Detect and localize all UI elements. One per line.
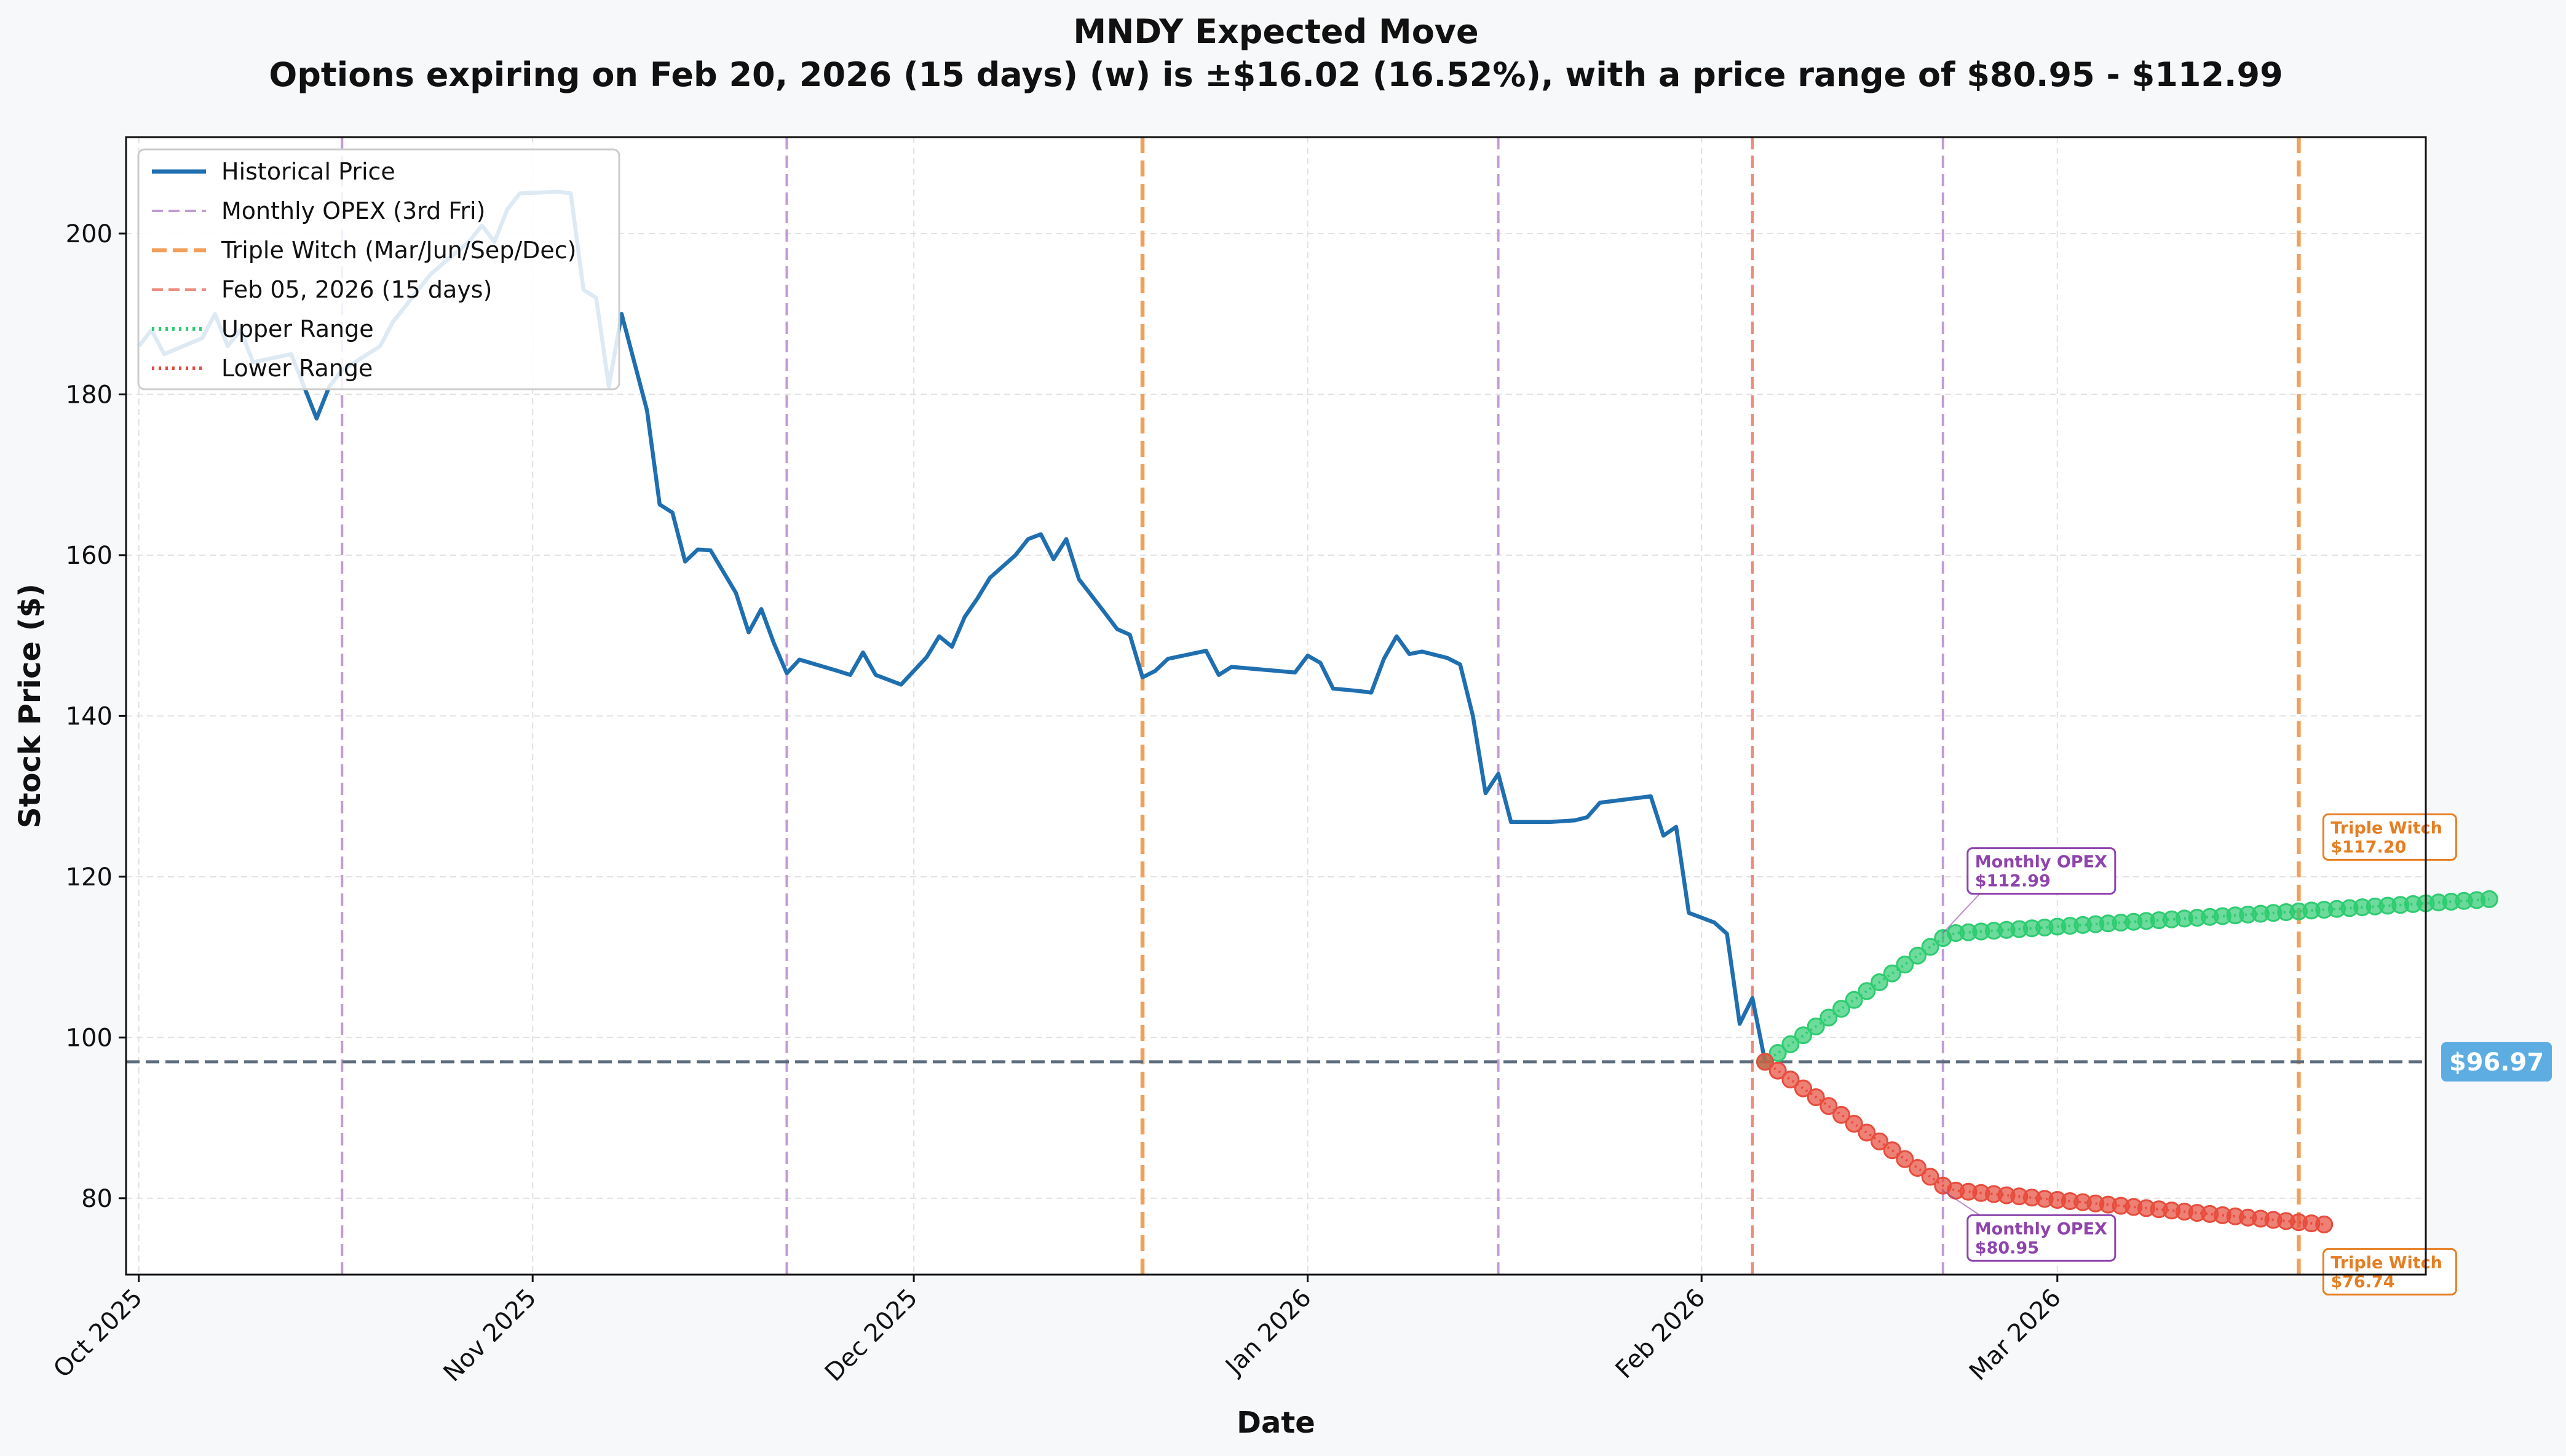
annotation-box — [1966, 1214, 2117, 1262]
lower-range-point — [1768, 1061, 1787, 1080]
plot-frame — [125, 136, 2427, 1276]
annotation-title: Triple Witch — [2330, 1253, 2442, 1272]
upper-range-point — [1820, 1008, 1838, 1027]
annotation-connector — [1942, 1190, 1981, 1216]
legend-label: Triple Witch (Mar/Jun/Sep/Dec) — [221, 237, 576, 264]
grid-lines — [126, 137, 2426, 1275]
lower-range-point — [1756, 1053, 1774, 1071]
legend: Historical Price Monthly OPEX (3rd Fri) Tr… — [137, 148, 620, 390]
x-tick-label: Nov 2025 — [438, 1284, 542, 1388]
upper-range-point — [1921, 938, 1939, 956]
lower-range-point — [1845, 1115, 1863, 1133]
lower-range-point — [1858, 1123, 1876, 1142]
lower-range-point — [1883, 1141, 1901, 1160]
annotation-box — [2322, 1248, 2457, 1296]
lower-range-point — [1832, 1106, 1850, 1124]
upper-range-point — [1832, 1000, 1850, 1018]
legend-box — [137, 148, 620, 390]
upper-range-point — [1845, 991, 1863, 1009]
lower-range-point — [1871, 1132, 1888, 1150]
legend-label: Monthly OPEX (3rd Fri) — [221, 197, 485, 224]
y-tick-label: 80 — [81, 1185, 113, 1213]
x-tick-label: Jan 2026 — [1219, 1284, 1317, 1382]
lower-range-point — [2315, 1215, 2334, 1233]
y-tick-label: 180 — [66, 381, 113, 409]
upper-range-point — [1896, 956, 1914, 974]
y-tick-label: 120 — [66, 863, 113, 892]
lower-range-point — [1794, 1079, 1812, 1098]
y-axis-label: Stock Price ($) — [13, 584, 47, 828]
price-badge-box — [2441, 1042, 2552, 1082]
chart-title: MNDY Expected Move — [1073, 12, 1478, 51]
legend-label: Lower Range — [221, 355, 373, 382]
annotation-value: $76.74 — [2330, 1272, 2394, 1291]
annotation-box — [1966, 847, 2117, 895]
y-tick-label: 140 — [66, 702, 113, 730]
x-tick-label: Oct 2025 — [48, 1284, 148, 1383]
annotation-value: $117.20 — [2330, 837, 2406, 857]
upper-range-point — [2480, 890, 2498, 908]
annotation-value: $80.95 — [1975, 1238, 2039, 1257]
lower-range-point — [1807, 1088, 1825, 1106]
x-tick-label: Mar 2026 — [1964, 1284, 2067, 1387]
upper-range-point — [1858, 982, 1876, 1000]
upper-range-point — [1909, 946, 1926, 965]
x-tick-label: Feb 2026 — [1610, 1284, 1711, 1385]
upper-range-point — [1807, 1017, 1825, 1035]
chart-subtitle: Options expiring on Feb 20, 2026 (15 day… — [269, 55, 2283, 94]
upper-range-point — [1871, 973, 1888, 991]
annotation-box — [2322, 813, 2457, 861]
y-tick-label: 100 — [66, 1024, 113, 1052]
lower-range-point — [1909, 1159, 1926, 1177]
upper-range-point — [1883, 964, 1901, 983]
lower-range-point — [1781, 1070, 1800, 1089]
y-tick-label: 200 — [66, 220, 113, 248]
y-tick-label: 160 — [66, 542, 113, 570]
x-axis-label: Date — [1237, 1406, 1315, 1440]
annotation-value: $112.99 — [1975, 871, 2051, 890]
upper-range-point — [1768, 1044, 1787, 1062]
annotation-title: Monthly OPEX — [1975, 852, 2107, 871]
legend-label: Feb 05, 2026 (15 days) — [221, 276, 492, 303]
lower-range-point — [1820, 1097, 1838, 1115]
upper-range-point — [1794, 1026, 1812, 1045]
x-tick-label: Dec 2025 — [820, 1284, 923, 1387]
annotation-connector — [1942, 893, 1981, 934]
legend-label: Historical Price — [221, 158, 395, 185]
legend-label: Upper Range — [221, 315, 374, 342]
price-badge-label: $96.97 — [2449, 1048, 2544, 1077]
annotation-title: Triple Witch — [2330, 818, 2442, 837]
annotation-title: Monthly OPEX — [1975, 1219, 2107, 1238]
current-price-badge: $96.97 — [2441, 1042, 2552, 1082]
lower-range-point — [1921, 1168, 1939, 1186]
upper-range-point — [1781, 1035, 1800, 1053]
lower-range-point — [1896, 1150, 1914, 1168]
